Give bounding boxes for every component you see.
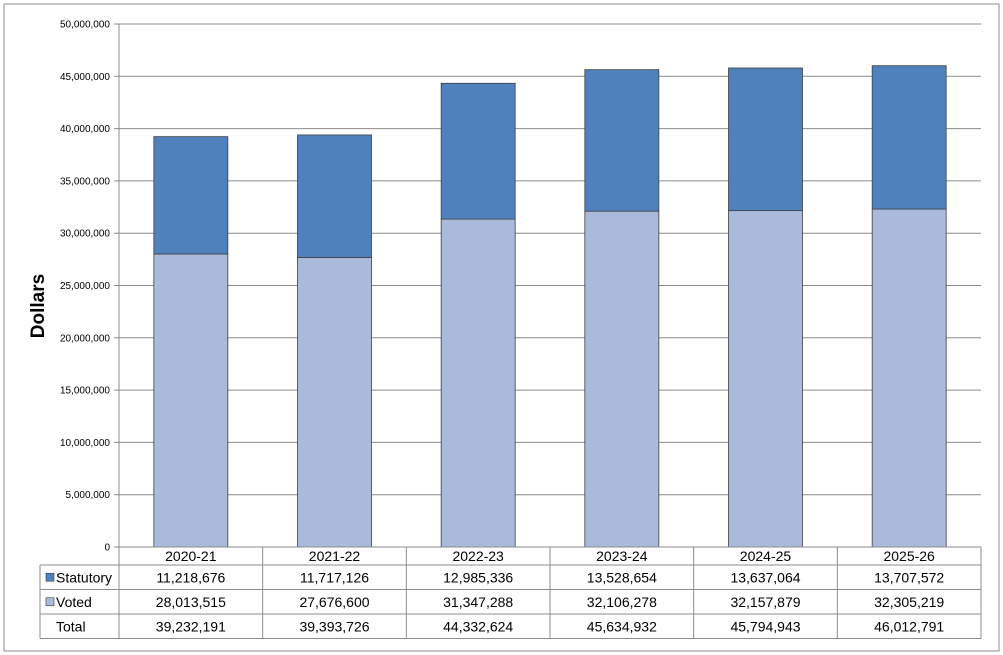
x-tick-label: 2020-21 — [165, 548, 217, 564]
bar-voted-2023-24 — [584, 210, 660, 548]
bar-voted-2021-22 — [297, 257, 372, 548]
data-label-voted: 28,013,515 — [156, 594, 226, 610]
data-label-statutory: 13,528,654 — [587, 569, 657, 585]
x-tick-label: 2023-24 — [596, 548, 648, 564]
x-tick-label: 2021-22 — [309, 548, 361, 564]
bar-voted-2025-26 — [871, 208, 947, 548]
y-tick-label: 30,000,000 — [60, 229, 110, 240]
row-label-total: Total — [56, 618, 86, 634]
data-label-total: 45,634,932 — [587, 618, 657, 634]
data-table: 2020-21 2021-22 2022-23 2023-24 2024-25 2025-… — [39, 546, 982, 639]
data-label-statutory: 13,637,064 — [730, 569, 800, 585]
y-tick-label: 40,000,000 — [60, 124, 110, 135]
x-tick-label: 2024-25 — [740, 548, 792, 564]
y-tick-label: 45,000,000 — [60, 72, 110, 83]
x-tick-label: 2025-26 — [883, 548, 935, 564]
y-tick-label: 25,000,000 — [60, 281, 110, 292]
y-tick-label: 5,000,000 — [66, 490, 111, 501]
y-tick-label: 15,000,000 — [60, 386, 110, 397]
data-label-voted: 32,106,278 — [587, 594, 657, 610]
bar-voted-2024-25 — [728, 210, 803, 548]
data-label-total: 44,332,624 — [443, 618, 513, 634]
bar-statutory-2024-25 — [728, 67, 803, 212]
y-axis-label: Dollars — [28, 274, 49, 338]
y-tick-label: 0 — [104, 543, 110, 554]
row-label-statutory: Statutory — [56, 569, 112, 585]
gridlines — [119, 23, 981, 496]
y-tick-label: 50,000,000 — [60, 20, 110, 31]
bars — [153, 65, 947, 548]
data-label-statutory: 11,717,126 — [300, 569, 369, 585]
data-label-voted: 31,347,288 — [443, 594, 513, 610]
bar-voted-2020-21 — [153, 253, 229, 548]
bar-statutory-2020-21 — [153, 136, 229, 255]
axes: 0 5,000,000 10,000,000 15,000,000 20,000,000… — [60, 20, 120, 554]
bar-voted-2022-23 — [440, 218, 516, 548]
data-label-total: 46,012,791 — [874, 618, 944, 634]
data-label-total: 45,794,943 — [730, 618, 800, 634]
y-tick-label: 20,000,000 — [60, 333, 110, 344]
legend-swatch-statutory — [45, 572, 55, 582]
legend-swatch-voted — [45, 597, 55, 607]
bar-statutory-2025-26 — [871, 65, 947, 210]
bar-statutory-2022-23 — [440, 82, 516, 220]
data-label-voted: 32,305,219 — [874, 594, 944, 610]
data-label-statutory: 12,985,336 — [443, 569, 513, 585]
data-label-statutory: 11,218,676 — [156, 569, 225, 585]
bar-statutory-2021-22 — [297, 134, 372, 258]
data-label-voted: 32,157,879 — [730, 594, 800, 610]
y-tick-label: 35,000,000 — [60, 176, 110, 187]
data-label-total: 39,232,191 — [156, 618, 226, 634]
bar-statutory-2023-24 — [584, 69, 660, 212]
data-label-statutory: 13,707,572 — [874, 569, 944, 585]
data-label-total: 39,393,726 — [299, 618, 369, 634]
x-tick-label: 2022-23 — [452, 548, 504, 564]
y-tick-label: 10,000,000 — [60, 438, 110, 449]
row-label-voted: Voted — [56, 594, 92, 610]
data-label-voted: 27,676,600 — [299, 594, 369, 610]
